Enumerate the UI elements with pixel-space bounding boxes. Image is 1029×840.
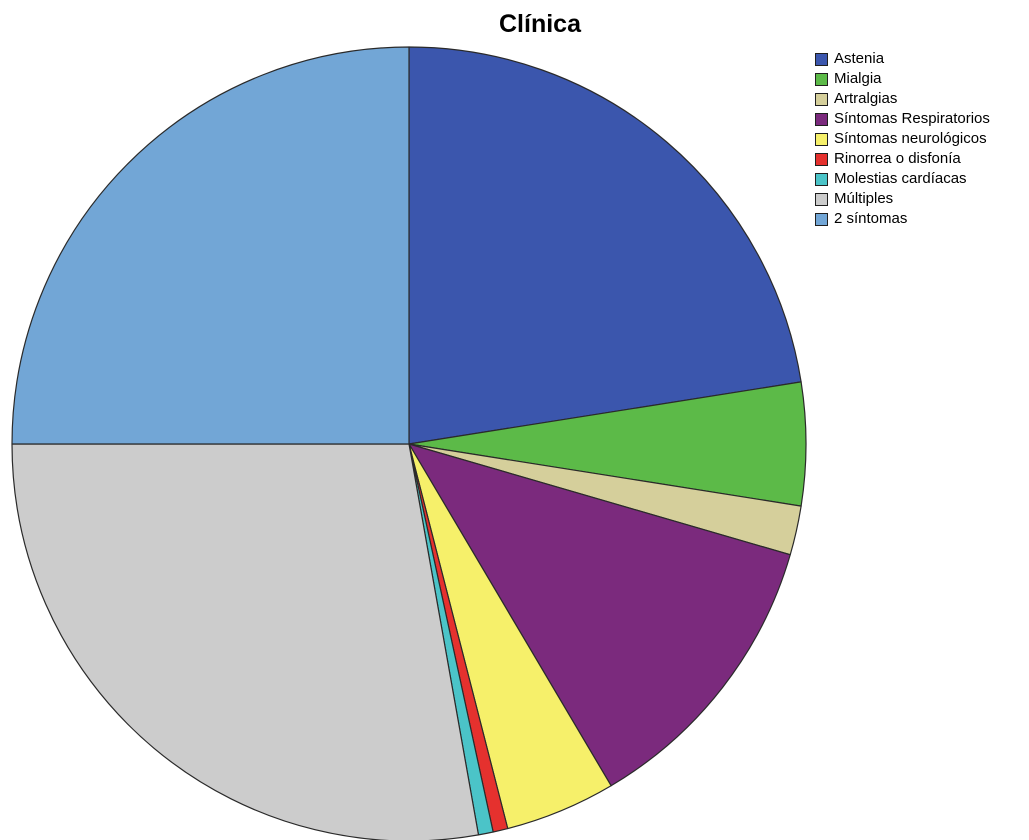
- legend-label: Artralgias: [834, 90, 898, 107]
- legend: Astenia Mialgia Artralgias Síntomas Resp…: [815, 49, 1027, 229]
- legend-swatch: [815, 172, 828, 186]
- legend-swatch: [815, 132, 828, 146]
- legend-swatch: [815, 92, 828, 106]
- legend-item: Síntomas Respiratorios: [815, 109, 1027, 129]
- legend-label: 2 síntomas: [834, 210, 908, 227]
- legend-item: 2 síntomas: [815, 209, 1027, 229]
- legend-label: Astenia: [834, 50, 885, 67]
- legend-item: Astenia: [815, 49, 1027, 69]
- legend-swatch: [815, 52, 828, 66]
- legend-swatch: [815, 72, 828, 86]
- pie-slice-multiples: [11, 443, 480, 840]
- legend-swatch: [815, 112, 828, 126]
- pie-slice-astenia: [408, 46, 802, 445]
- legend-label: Mialgia: [834, 70, 882, 87]
- legend-label: Síntomas Respiratorios: [834, 110, 990, 127]
- legend-label: Múltiples: [834, 190, 894, 207]
- legend-label: Síntomas neurológicos: [834, 130, 987, 147]
- legend-item: Múltiples: [815, 189, 1027, 209]
- legend-swatch: [815, 212, 828, 226]
- legend-item: Artralgias: [815, 89, 1027, 109]
- chart-title: Clínica: [499, 10, 581, 38]
- legend-swatch: [815, 152, 828, 166]
- legend-item: Molestias cardíacas: [815, 169, 1027, 189]
- legend-label: Rinorrea o disfonía: [834, 150, 961, 167]
- pie-slice-sintomas-respiratorios: [408, 443, 791, 787]
- legend-item: Rinorrea o disfonía: [815, 149, 1027, 169]
- legend-item: Síntomas neurológicos: [815, 129, 1027, 149]
- legend-swatch: [815, 192, 828, 206]
- legend-label: Molestias cardíacas: [834, 170, 967, 187]
- pie-slice-2-sintomas: [11, 46, 410, 445]
- legend-item: Mialgia: [815, 69, 1027, 89]
